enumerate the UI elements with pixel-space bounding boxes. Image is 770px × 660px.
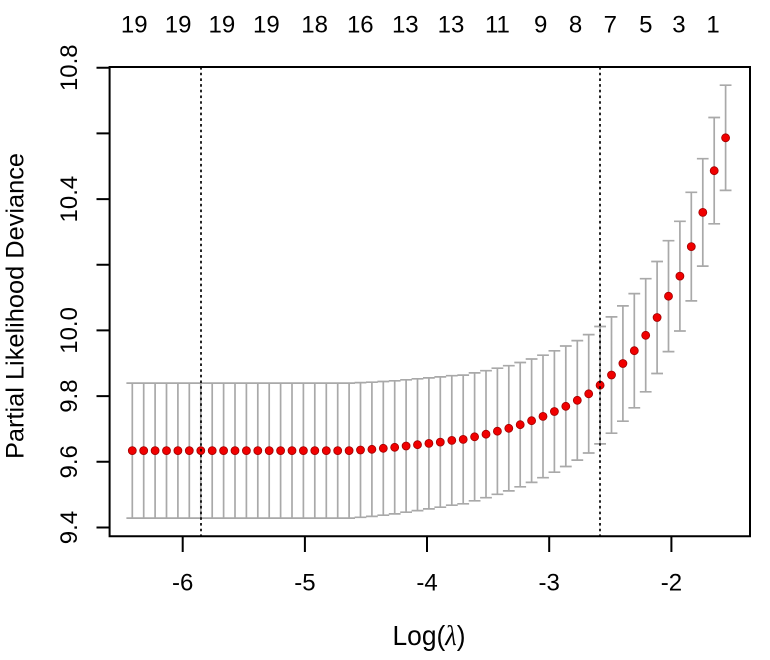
svg-text:-3: -3 [539, 570, 560, 597]
svg-text:5: 5 [639, 11, 652, 38]
svg-text:18: 18 [301, 11, 328, 38]
svg-text:19: 19 [121, 11, 148, 38]
svg-text:11: 11 [485, 11, 510, 38]
svg-text:13: 13 [438, 11, 465, 38]
svg-text:Log(λ): Log(λ) [393, 620, 466, 652]
svg-text:8: 8 [569, 11, 582, 38]
svg-text:10.0: 10.0 [56, 307, 83, 354]
svg-text:1: 1 [706, 11, 719, 38]
svg-text:-4: -4 [416, 570, 437, 597]
svg-text:-2: -2 [661, 570, 682, 597]
svg-text:10.4: 10.4 [56, 176, 83, 223]
svg-text:16: 16 [347, 11, 374, 38]
svg-text:9.4: 9.4 [56, 511, 83, 544]
svg-text:9.8: 9.8 [56, 379, 83, 412]
svg-text:3: 3 [672, 11, 685, 38]
svg-text:19: 19 [253, 11, 280, 38]
svg-text:-5: -5 [294, 570, 315, 597]
svg-text:10.8: 10.8 [56, 44, 83, 91]
svg-text:19: 19 [165, 11, 192, 38]
svg-text:13: 13 [392, 11, 419, 38]
svg-text:9.6: 9.6 [56, 445, 83, 478]
svg-text:-6: -6 [172, 570, 193, 597]
svg-text:Partial Likelihood Deviance: Partial Likelihood Deviance [2, 153, 30, 459]
svg-text:19: 19 [209, 11, 236, 38]
svg-text:7: 7 [604, 11, 617, 38]
svg-text:9: 9 [534, 11, 547, 38]
